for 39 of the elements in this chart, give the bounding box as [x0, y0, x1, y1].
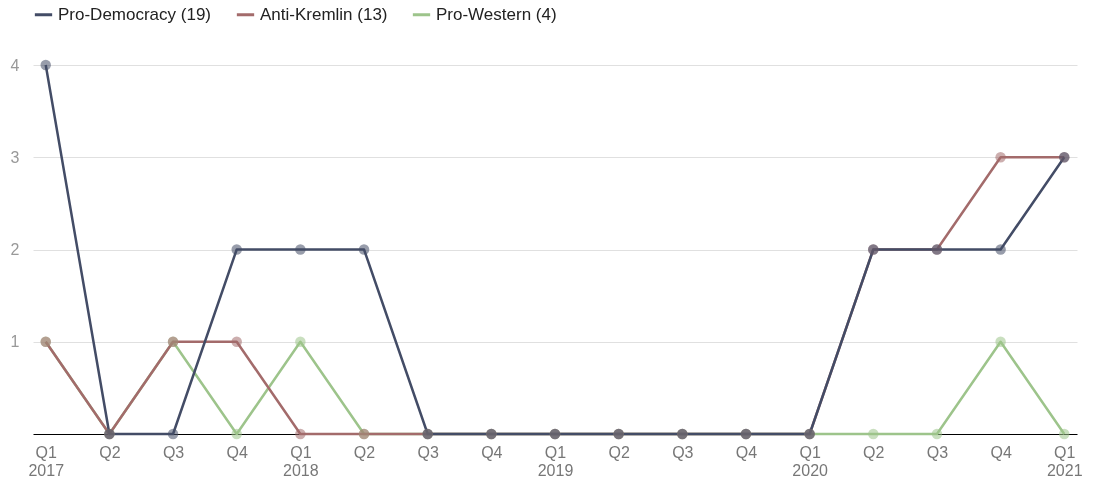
point	[995, 336, 1006, 347]
legend-label: Pro-Western (4)	[436, 4, 557, 24]
x-tick-label: Q3	[926, 443, 949, 461]
point	[995, 152, 1006, 163]
x-tick-label: Q1 2019	[537, 443, 574, 479]
x-tick-label: Q2	[99, 443, 121, 461]
x-tick-label: Q4	[735, 443, 758, 461]
point	[1059, 428, 1070, 440]
x-tick-label: Q1 2021	[1046, 443, 1083, 479]
x-tick-label: Q1 2018	[283, 443, 319, 479]
point	[167, 428, 179, 440]
y-tick-label: 2	[10, 241, 20, 258]
legend-label: Pro-Democracy (19)	[58, 4, 212, 24]
y-tick-label: 4	[10, 56, 20, 74]
x-tick-label: Q2	[863, 443, 885, 461]
point	[295, 244, 306, 255]
x-tick-label: Q3	[672, 443, 694, 461]
x-tick-label: Q4	[481, 443, 503, 461]
point	[358, 244, 370, 255]
y-tick-label: 1	[10, 333, 20, 351]
x-tick-label: Q3	[417, 443, 439, 461]
x-tick-label: Q1 2017	[28, 443, 65, 479]
point	[995, 244, 1006, 255]
x-tick-label: Q4	[990, 443, 1012, 461]
point	[868, 428, 879, 440]
x-tick-label: Q2	[353, 443, 376, 461]
legend-label: Anti-Kremlin (13)	[260, 4, 388, 24]
x-tick-label: Q2	[608, 443, 630, 461]
point	[295, 428, 306, 440]
point	[231, 428, 242, 440]
x-tick-label: Q1 2020	[792, 443, 829, 479]
point	[231, 244, 242, 255]
y-tick-label: 3	[10, 148, 20, 166]
x-tick-label: Q3	[162, 443, 185, 461]
point	[40, 59, 51, 71]
x-tick-label: Q4	[226, 443, 248, 461]
point	[295, 336, 306, 347]
point	[231, 336, 242, 347]
point	[931, 428, 943, 440]
